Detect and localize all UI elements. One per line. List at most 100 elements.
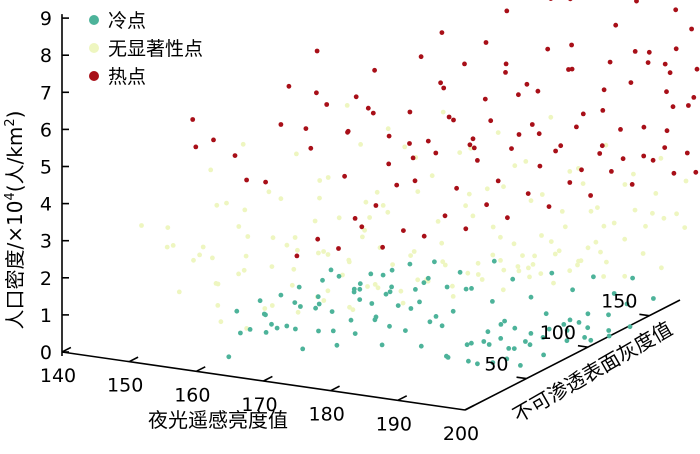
legend-marker-hot: [89, 71, 99, 81]
data-point-hot: [664, 128, 670, 134]
axes: [61, 14, 681, 411]
x-tick-mark: [263, 375, 273, 382]
data-point-neutral: [346, 259, 352, 265]
data-point-neutral: [325, 288, 331, 294]
data-point-cold: [418, 343, 424, 349]
data-point-neutral: [429, 173, 435, 179]
data-point-hot: [599, 143, 605, 149]
data-point-cold: [511, 346, 517, 351]
data-point-hot: [670, 104, 676, 110]
data-point-neutral: [622, 182, 628, 187]
data-point-hot: [689, 26, 694, 32]
x-tick-mark: [330, 385, 340, 392]
data-point-cold: [457, 269, 463, 275]
data-point-neutral: [336, 215, 342, 221]
data-point-cold: [475, 361, 480, 367]
data-point-neutral: [294, 151, 299, 157]
data-point-cold: [432, 259, 437, 265]
data-point-neutral: [262, 306, 268, 311]
data-point-cold: [564, 328, 570, 333]
data-point-cold: [567, 317, 573, 323]
data-point-cold: [369, 301, 375, 306]
data-point-neutral: [588, 208, 594, 214]
data-point-neutral: [317, 178, 323, 183]
data-point-neutral: [347, 304, 352, 310]
data-point-neutral: [562, 224, 568, 230]
data-point-neutral: [442, 262, 448, 268]
data-point-hot: [370, 110, 376, 116]
data-point-cold: [585, 325, 591, 331]
data-point-neutral: [640, 251, 646, 256]
data-point-cold: [540, 335, 546, 340]
data-point-neutral: [632, 207, 638, 213]
data-point-neutral: [526, 265, 531, 271]
data-point-cold: [498, 322, 504, 327]
data-point-cold: [408, 306, 414, 311]
data-point-hot: [509, 146, 514, 152]
data-point-neutral: [269, 303, 275, 308]
data-point-cold: [274, 325, 280, 331]
data-point-hot: [580, 111, 586, 117]
data-point-neutral: [603, 142, 609, 148]
data-point-cold: [328, 267, 334, 273]
data-point-hot: [410, 155, 416, 161]
data-point-neutral: [200, 244, 206, 250]
data-point-neutral: [576, 258, 581, 264]
data-point-cold: [611, 291, 617, 296]
data-point-cold: [226, 354, 232, 360]
data-point-hot: [211, 137, 216, 143]
data-point-neutral: [539, 233, 544, 238]
data-point-hot: [421, 233, 427, 239]
data-point-hot: [645, 60, 651, 65]
data-point-neutral: [479, 277, 485, 282]
data-point-neutral: [295, 247, 300, 253]
data-point-neutral: [208, 167, 214, 173]
x-axis-label: 夜光遥感亮度值: [148, 408, 288, 432]
data-point-cold: [466, 358, 471, 364]
data-point-hot: [574, 124, 579, 130]
z-label-sup-1: 4: [3, 192, 18, 200]
data-point-hot: [446, 114, 452, 120]
data-point-cold: [528, 331, 534, 336]
data-point-cold: [512, 325, 518, 331]
data-point-neutral: [450, 283, 455, 289]
data-point-hot: [438, 80, 443, 86]
data-point-cold: [528, 294, 534, 300]
data-point-cold: [490, 360, 496, 365]
data-point-neutral: [435, 219, 441, 224]
data-point-neutral: [439, 240, 445, 246]
data-point-neutral: [674, 211, 679, 217]
data-point-hot: [629, 182, 635, 187]
data-point-hot: [372, 67, 377, 73]
z-label-part-3: ): [3, 111, 27, 119]
data-point-neutral: [457, 150, 463, 156]
data-point-neutral: [284, 242, 290, 248]
data-point-cold: [433, 314, 439, 319]
data-point-cold: [464, 342, 470, 348]
data-point-hot: [516, 92, 521, 98]
data-point-cold: [651, 296, 656, 301]
data-point-neutral: [516, 268, 522, 274]
data-point-neutral: [363, 199, 369, 205]
data-point-hot: [314, 90, 319, 96]
y-tick-mark: [639, 313, 650, 317]
data-point-neutral: [552, 251, 558, 257]
data-point-hot: [613, 22, 619, 28]
data-point-cold: [591, 274, 596, 280]
data-point-hot: [641, 153, 647, 159]
data-point-neutral: [440, 109, 446, 115]
x-tick-mark: [61, 346, 72, 353]
data-point-neutral: [214, 202, 220, 208]
data-point-hot: [439, 30, 445, 35]
data-point-hot: [568, 0, 573, 2]
data-point-hot: [488, 118, 494, 124]
data-point-neutral: [598, 249, 603, 255]
data-point-hot: [553, 148, 558, 154]
data-point-cold: [541, 352, 546, 358]
data-point-neutral: [362, 227, 367, 233]
data-point-hot: [462, 61, 467, 67]
x-tick-mark: [128, 356, 139, 363]
data-point-neutral: [321, 298, 327, 303]
data-point-neutral: [236, 271, 242, 277]
data-point-neutral: [402, 144, 408, 150]
